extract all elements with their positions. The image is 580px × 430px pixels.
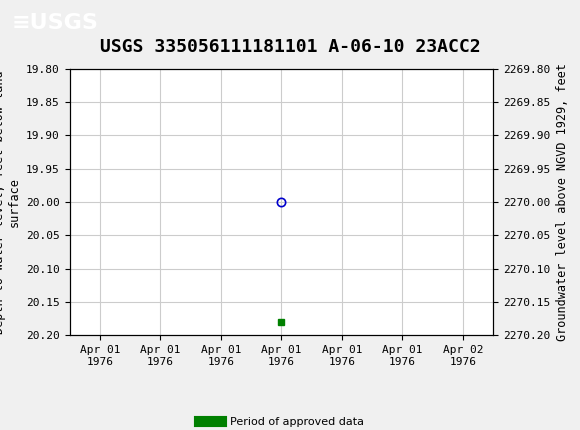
Text: ≡USGS: ≡USGS <box>12 12 99 33</box>
Text: USGS 335056111181101 A-06-10 23ACC2: USGS 335056111181101 A-06-10 23ACC2 <box>100 38 480 56</box>
Y-axis label: Depth to water level, feet below land
surface: Depth to water level, feet below land su… <box>0 70 20 334</box>
Y-axis label: Groundwater level above NGVD 1929, feet: Groundwater level above NGVD 1929, feet <box>556 63 568 341</box>
Legend: Period of approved data: Period of approved data <box>194 412 368 430</box>
